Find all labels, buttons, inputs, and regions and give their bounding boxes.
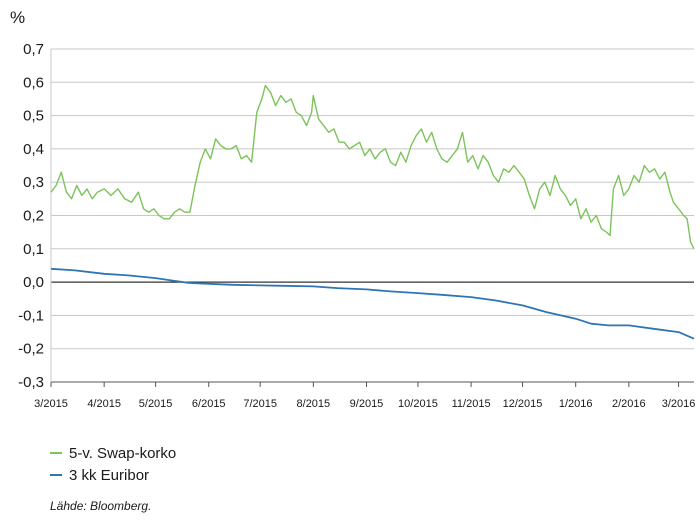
- x-tick-label: 9/2015: [350, 398, 384, 410]
- legend-swatch-swap: [50, 452, 62, 454]
- x-tick-label: 11/2015: [452, 398, 491, 410]
- x-tick-label: 1/2016: [559, 398, 593, 410]
- x-tick-label: 6/2015: [192, 398, 226, 410]
- y-tick-label: -0,1: [18, 307, 44, 324]
- legend-label-euribor: 3 kk Euribor: [69, 466, 150, 484]
- y-tick-label: 0,3: [23, 174, 44, 191]
- y-axis-unit: %: [10, 8, 25, 27]
- x-tick-label: 10/2015: [398, 398, 438, 410]
- x-tick-label: 2/2016: [612, 398, 646, 410]
- x-tick-label: 7/2015: [243, 398, 277, 410]
- x-tick-label: 4/2015: [87, 398, 121, 410]
- legend-item-swap: 5-v. Swap-korko: [50, 442, 176, 464]
- series-lines: [50, 84, 695, 340]
- y-tick-label: 0,6: [23, 74, 44, 91]
- y-tick-label: 0,5: [23, 108, 44, 125]
- x-axis: 3/2015 4/2015 5/2015 6/2015 7/2015 8/2015 9/20…: [34, 49, 695, 410]
- legend-label-swap: 5-v. Swap-korko: [69, 444, 177, 462]
- grid-lines: [51, 48, 694, 383]
- line-chart: % 0,7 0,6 0,5 0,4 0,3 0,2 0,1 0,0 -0,1 -0,2 -0,3 3…: [10, 8, 695, 410]
- y-tick-label: 0,2: [23, 208, 44, 225]
- series-line-euribor: [50, 267, 695, 340]
- x-tick-label: 12/2015: [503, 398, 543, 410]
- legend-swatch-euribor: [50, 474, 62, 476]
- y-tick-label: 0,4: [23, 141, 44, 158]
- y-tick-label: 0,7: [23, 41, 44, 58]
- legend: 5-v. Swap-korko 3 kk Euribor: [50, 442, 176, 486]
- series-line-swap: [50, 84, 695, 250]
- y-tick-label: -0,2: [18, 341, 44, 358]
- y-tick-label: 0,1: [23, 241, 44, 258]
- x-tick-label: 8/2015: [297, 398, 331, 410]
- x-tick-label: 5/2015: [139, 398, 173, 410]
- legend-item-euribor: 3 kk Euribor: [50, 464, 176, 486]
- x-tick-label: 3/2015: [34, 398, 68, 410]
- y-tick-label: -0,3: [18, 374, 44, 391]
- x-tick-label: 3/2016: [662, 398, 696, 410]
- y-tick-label: 0,0: [23, 274, 44, 291]
- source-note: Lähde: Bloomberg.: [50, 499, 152, 513]
- y-axis-ticks: 0,7 0,6 0,5 0,4 0,3 0,2 0,1 0,0 -0,1 -0,2 -0,3: [18, 41, 44, 391]
